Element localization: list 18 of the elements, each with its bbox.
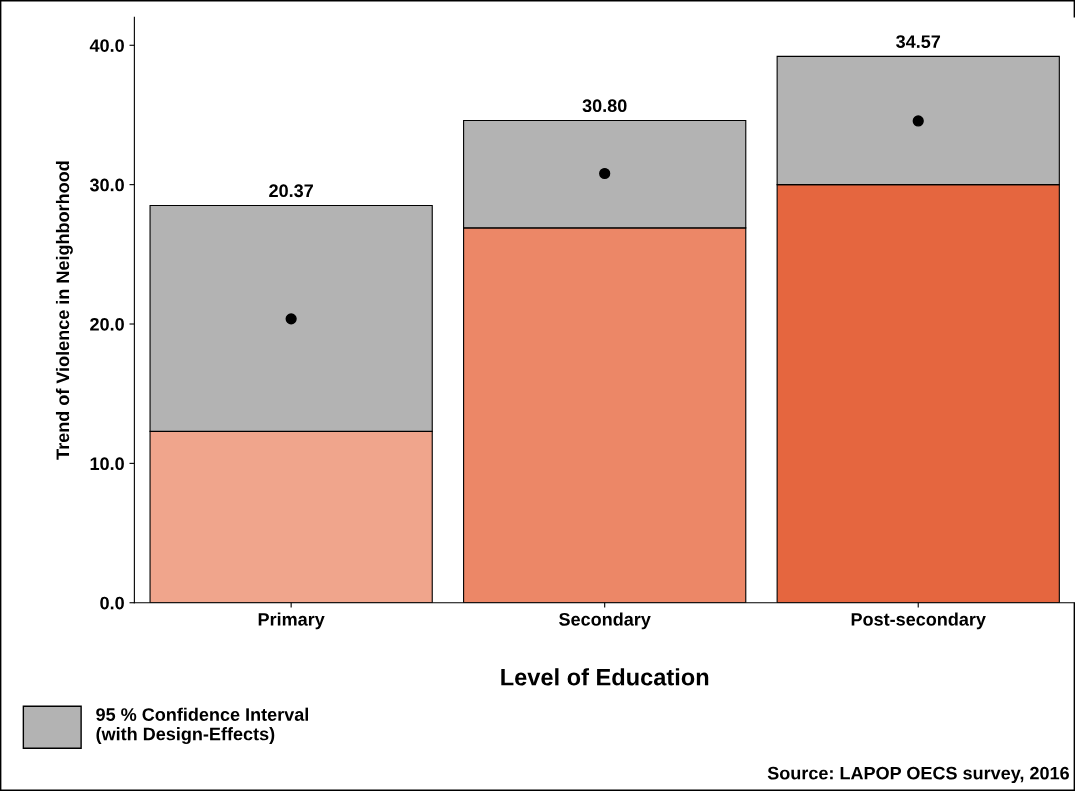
point (285, 313, 297, 325)
x-axis-title: Level of Education (501, 668, 709, 686)
point (599, 167, 611, 180)
source-note: Source: LAPOP OECS survey, 2016 (767, 766, 1069, 784)
y-axis-title: Trend of Violence in Neighborhood (55, 161, 73, 460)
y-tick-label: 0.0 (100, 596, 124, 610)
legend-label: 95 % Confidence Interval (with Design-Effects) (96, 707, 309, 745)
x-tick-label: Post-secondary (851, 612, 986, 630)
y-tick-label: 40.0 (89, 39, 124, 52)
y-tick-label: 30.0 (89, 178, 124, 192)
annotation: 30.80 (582, 99, 627, 113)
y-tick-label: 10.0 (90, 457, 124, 471)
point (912, 115, 924, 127)
y-tick-label: 20.0 (90, 317, 124, 331)
x-tick-label: Secondary (559, 612, 651, 630)
annotation: 20.37 (269, 184, 313, 198)
x-tick-label: Primary (258, 612, 325, 630)
annotation: 34.57 (896, 35, 941, 48)
